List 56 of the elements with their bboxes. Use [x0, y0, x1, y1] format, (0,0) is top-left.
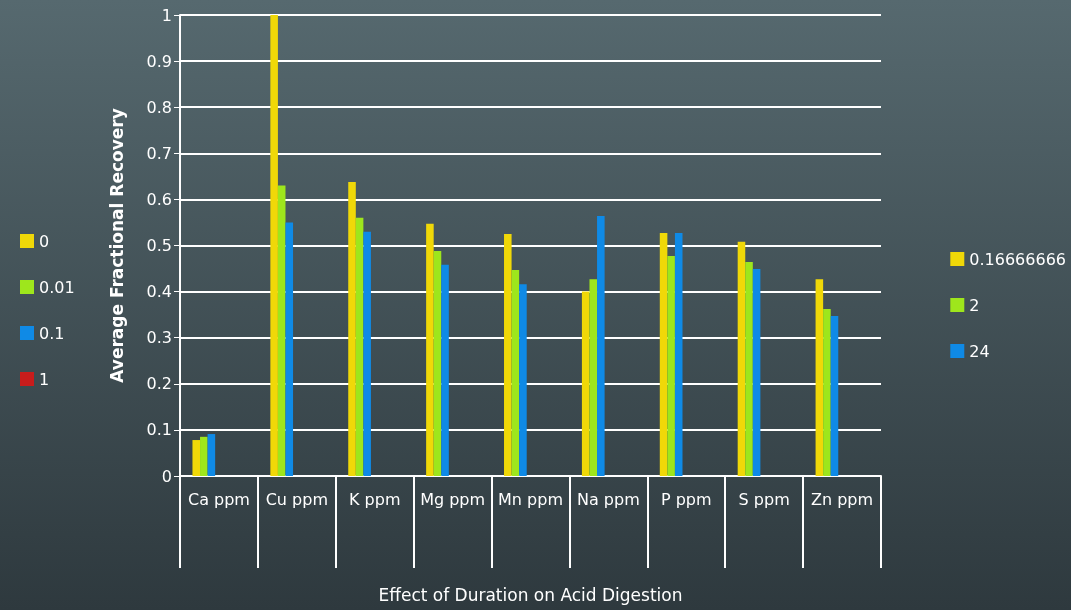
y-tick-label: 0.6 — [146, 189, 172, 209]
bar — [752, 269, 761, 476]
bar — [285, 222, 294, 476]
bar — [348, 181, 356, 476]
y-tick-label: 0.2 — [146, 374, 172, 394]
bar — [511, 269, 520, 476]
y-tick-label: 0 — [161, 466, 172, 486]
y-axis-title: Average Fractional Recovery — [106, 108, 127, 383]
y-tick-label: 0.1 — [146, 420, 172, 440]
x-tick-label: P ppm — [660, 489, 712, 509]
x-tick-label: Ca ppm — [187, 489, 250, 509]
bar — [192, 440, 201, 476]
x-tick-label: Mg ppm — [420, 489, 486, 509]
y-tick-label: 0.9 — [146, 51, 172, 71]
legend-label: 24 — [969, 341, 990, 361]
bar — [674, 233, 683, 476]
bar — [737, 241, 746, 476]
bar — [581, 291, 590, 476]
bar — [426, 223, 434, 476]
x-tick-label: Cu ppm — [265, 489, 328, 509]
bar — [277, 185, 286, 476]
y-tick-label: 0.8 — [146, 97, 172, 117]
bar — [745, 262, 753, 476]
bar — [830, 316, 839, 476]
y-tick-label: 0.5 — [146, 236, 172, 255]
legend-label: 2 — [969, 295, 980, 315]
y-tick-label: 0.3 — [146, 328, 172, 348]
x-tick-label: K ppm — [348, 489, 401, 509]
x-tick-label: Mn ppm — [498, 489, 563, 509]
bar — [270, 15, 278, 476]
legend-label: 0.1 — [39, 323, 65, 343]
y-tick-label: 0.7 — [146, 143, 172, 163]
legend-label: 0.16666666 — [969, 249, 1066, 269]
x-axis-title: Effect of Duration on Acid Digestion — [378, 584, 683, 605]
legend-label: 0 — [39, 231, 50, 251]
bar — [504, 233, 512, 476]
x-tick-label: S ppm — [738, 489, 790, 509]
bar — [815, 279, 824, 476]
bar — [597, 216, 605, 476]
legend-label: 0.01 — [39, 277, 75, 297]
bar — [589, 279, 598, 476]
bar — [207, 434, 216, 476]
bar — [667, 256, 675, 476]
y-tick-label: 1 — [161, 5, 172, 25]
bar — [519, 284, 527, 476]
bar — [441, 264, 449, 476]
x-tick-label: Zn ppm — [811, 489, 874, 509]
bar — [433, 251, 442, 476]
bar — [823, 309, 831, 476]
x-tick-label: Na ppm — [577, 489, 640, 509]
y-tick-label: 0.4 — [146, 282, 172, 302]
bar — [363, 231, 371, 476]
legend-label: 1 — [39, 369, 50, 389]
bar — [659, 233, 668, 476]
bar — [200, 436, 208, 476]
bar — [355, 217, 364, 476]
